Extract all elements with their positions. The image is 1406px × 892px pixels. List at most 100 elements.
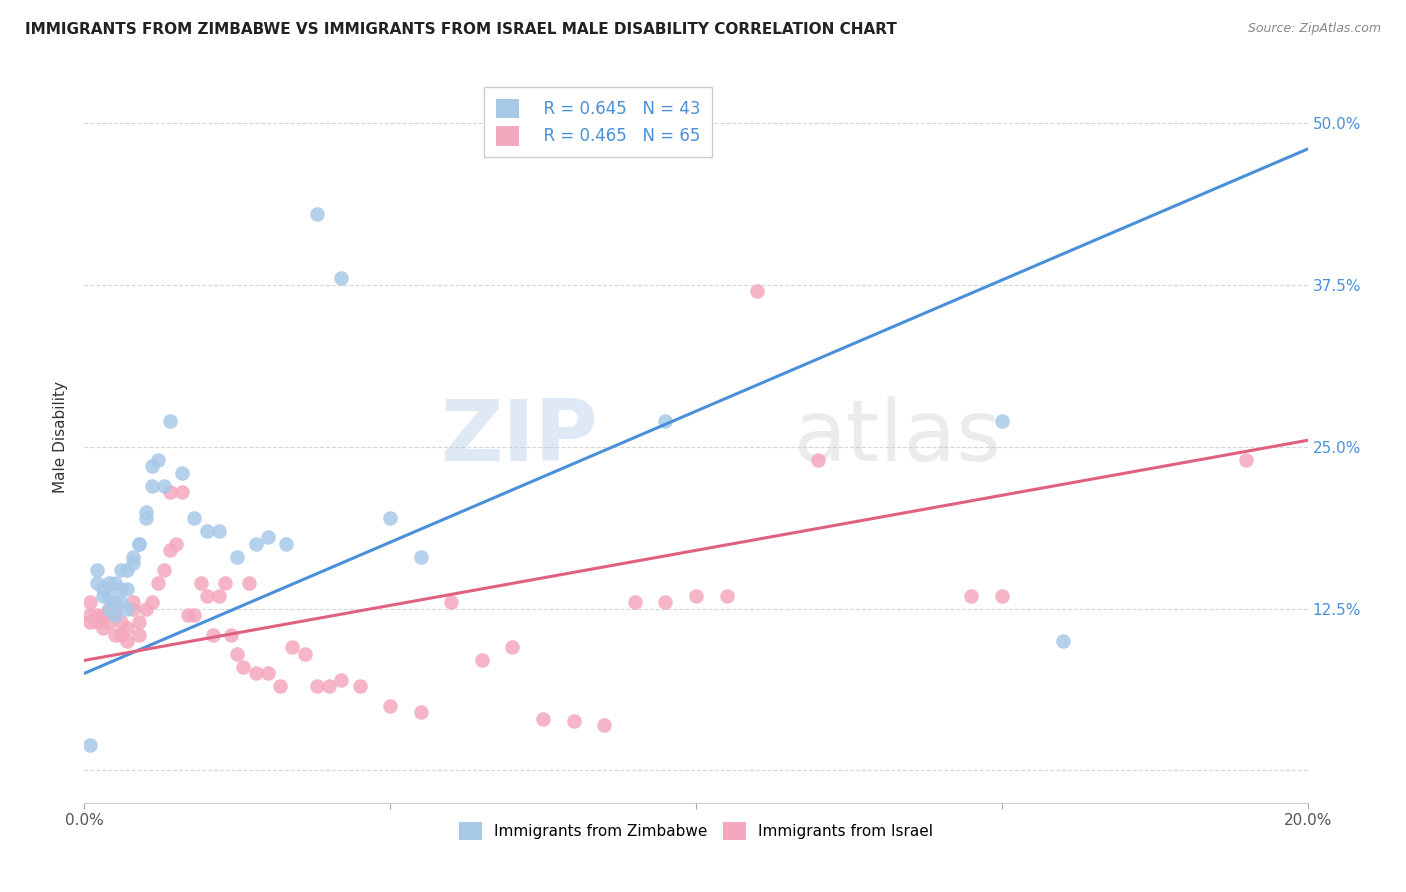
Point: [226, 647, 249, 661]
Text: IMMIGRANTS FROM ZIMBABWE VS IMMIGRANTS FROM ISRAEL MALE DISABILITY CORRELATION C: IMMIGRANTS FROM ZIMBABWE VS IMMIGRANTS F…: [25, 22, 897, 37]
Point: [159, 414, 181, 428]
Point: [128, 627, 150, 641]
Point: [128, 537, 150, 551]
Point: [115, 563, 138, 577]
Point: [141, 459, 163, 474]
Point: [128, 615, 150, 629]
Point: [91, 582, 114, 597]
Point: [79, 595, 101, 609]
Point: [97, 601, 120, 615]
Point: [172, 466, 194, 480]
Point: [115, 601, 138, 615]
Point: [960, 589, 983, 603]
Point: [201, 627, 224, 641]
Point: [128, 537, 150, 551]
Point: [349, 679, 371, 693]
Point: [172, 485, 194, 500]
Point: [562, 714, 585, 729]
Point: [122, 601, 145, 615]
Point: [305, 679, 328, 693]
Point: [409, 705, 432, 719]
Point: [86, 563, 108, 577]
Point: [409, 549, 432, 564]
Point: [159, 485, 181, 500]
Point: [195, 524, 218, 538]
Point: [716, 589, 738, 603]
Point: [190, 575, 212, 590]
Point: [440, 595, 463, 609]
Point: [135, 511, 157, 525]
Point: [104, 575, 127, 590]
Point: [122, 557, 145, 571]
Point: [104, 595, 127, 609]
Point: [104, 608, 127, 623]
Point: [146, 452, 169, 467]
Point: [281, 640, 304, 655]
Point: [257, 530, 280, 544]
Point: [269, 679, 291, 693]
Point: [110, 595, 132, 609]
Point: [245, 537, 267, 551]
Point: [330, 673, 353, 687]
Point: [380, 511, 402, 525]
Point: [141, 595, 163, 609]
Point: [122, 549, 145, 564]
Point: [330, 271, 353, 285]
Point: [1236, 452, 1258, 467]
Point: [110, 615, 132, 629]
Point: [146, 575, 169, 590]
Text: ZIP: ZIP: [440, 395, 598, 479]
Point: [380, 698, 402, 713]
Point: [135, 504, 157, 518]
Point: [122, 595, 145, 609]
Point: [91, 621, 114, 635]
Point: [104, 608, 127, 623]
Point: [79, 608, 101, 623]
Y-axis label: Male Disability: Male Disability: [53, 381, 69, 493]
Point: [276, 537, 298, 551]
Legend: Immigrants from Zimbabwe, Immigrants from Israel: Immigrants from Zimbabwe, Immigrants fro…: [453, 815, 939, 847]
Point: [991, 589, 1014, 603]
Point: [97, 615, 120, 629]
Text: atlas: atlas: [794, 395, 1002, 479]
Point: [159, 543, 181, 558]
Point: [79, 615, 101, 629]
Point: [115, 582, 138, 597]
Point: [110, 582, 132, 597]
Point: [91, 608, 114, 623]
Point: [807, 452, 830, 467]
Point: [654, 414, 676, 428]
Point: [135, 601, 157, 615]
Point: [593, 718, 616, 732]
Point: [305, 207, 328, 221]
Point: [86, 608, 108, 623]
Point: [153, 478, 176, 492]
Point: [86, 575, 108, 590]
Point: [654, 595, 676, 609]
Text: Source: ZipAtlas.com: Source: ZipAtlas.com: [1247, 22, 1381, 36]
Point: [153, 563, 176, 577]
Point: [97, 589, 120, 603]
Point: [165, 537, 187, 551]
Point: [115, 621, 138, 635]
Point: [747, 285, 769, 299]
Point: [238, 575, 260, 590]
Point: [97, 601, 120, 615]
Point: [86, 615, 108, 629]
Point: [97, 575, 120, 590]
Point: [104, 627, 127, 641]
Point: [991, 414, 1014, 428]
Point: [110, 627, 132, 641]
Point: [183, 511, 205, 525]
Point: [115, 634, 138, 648]
Point: [208, 589, 231, 603]
Point: [294, 647, 316, 661]
Point: [177, 608, 200, 623]
Point: [502, 640, 524, 655]
Point: [183, 608, 205, 623]
Point: [471, 653, 494, 667]
Point: [110, 563, 132, 577]
Point: [232, 660, 254, 674]
Point: [91, 589, 114, 603]
Point: [531, 712, 554, 726]
